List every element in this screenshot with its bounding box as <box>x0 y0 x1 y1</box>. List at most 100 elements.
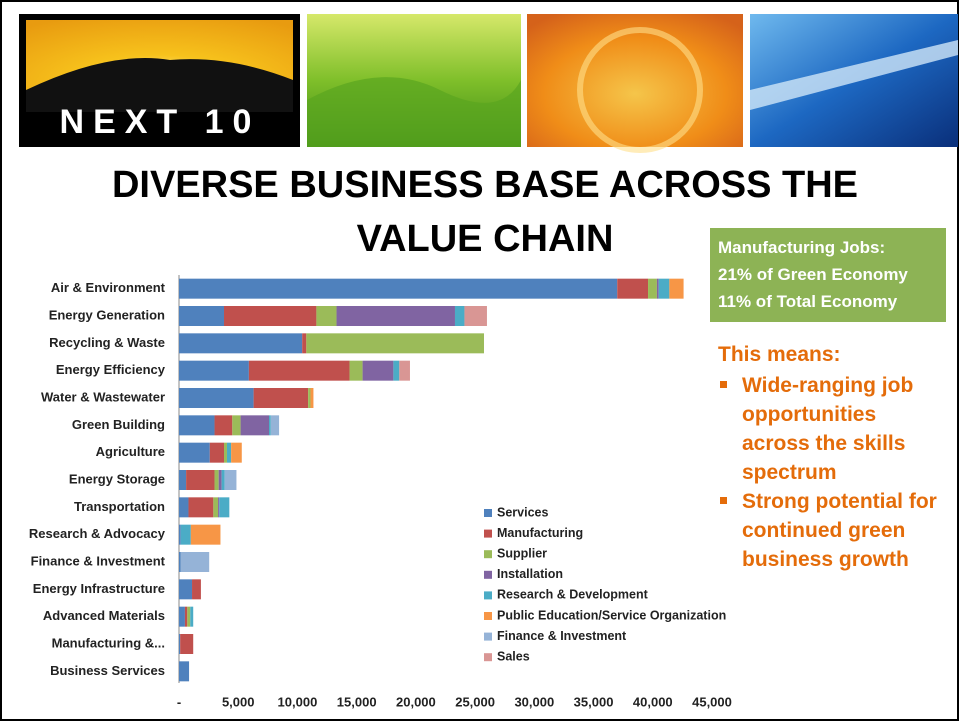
means-heading: This means: <box>718 343 841 366</box>
bar-segment <box>306 333 484 354</box>
legend-swatch <box>484 570 492 579</box>
legend-label: Manufacturing <box>497 526 583 540</box>
x-tick-label: 15,000 <box>337 694 377 709</box>
bar-segment <box>336 306 455 326</box>
y-tick-label: Finance & Investment <box>31 553 166 568</box>
legend-label: Supplier <box>497 546 547 560</box>
bar-segment <box>224 470 237 490</box>
y-tick-label: Agriculture <box>96 444 165 459</box>
bar-segment <box>656 278 659 299</box>
slide-title: DIVERSE BUSINESS BASE ACROSS THE VALUE C… <box>111 164 859 260</box>
y-tick-label: Green Building <box>72 417 165 432</box>
bar-segment <box>179 360 249 381</box>
bar-segment <box>669 278 684 299</box>
bar-segment <box>214 415 233 436</box>
callout-box: Manufacturing Jobs: 21% of Green Economy… <box>710 228 946 322</box>
bar-segment <box>399 360 410 381</box>
bar-segment <box>464 306 487 326</box>
x-tick-label: 25,000 <box>455 694 495 709</box>
y-tick-label: Energy Generation <box>49 307 165 322</box>
bar-segment <box>226 442 232 463</box>
bar-segment <box>232 415 241 436</box>
logo-hill <box>26 58 293 112</box>
bar-segment <box>658 278 670 299</box>
y-tick-label: Transportation <box>74 499 165 514</box>
bar-segment <box>179 579 193 600</box>
x-tick-label: 30,000 <box>514 694 554 709</box>
logo-text: NEXT 10 <box>60 103 261 141</box>
bar-segment <box>349 360 363 381</box>
bar-segment <box>179 497 189 518</box>
bar-segment <box>179 470 187 490</box>
legend-swatch <box>484 632 492 641</box>
legend-label: Sales <box>497 649 530 663</box>
legend-swatch <box>484 529 492 538</box>
bar-segment <box>231 442 242 463</box>
y-tick-label: Advanced Materials <box>43 608 165 623</box>
bar-segment <box>214 470 219 490</box>
bullet: Wide-ranging job opportunities across th… <box>720 371 942 487</box>
bar-segment <box>179 306 225 326</box>
bar-segment <box>253 388 309 408</box>
bar-segment <box>190 606 194 627</box>
x-tick-label: 45,000 <box>692 694 732 709</box>
bar-segment <box>190 524 221 545</box>
legend-label: Services <box>497 505 548 519</box>
bar-segment <box>248 360 350 381</box>
legend-swatch <box>484 653 492 662</box>
bar-segment <box>224 442 227 463</box>
bar-segment <box>362 360 394 381</box>
bullet: Strong potential for continued green bus… <box>720 487 942 574</box>
bar-segment <box>270 415 280 436</box>
bar-segment <box>308 388 311 408</box>
bar-segment <box>180 524 191 545</box>
y-tick-label: Recycling & Waste <box>49 335 165 350</box>
seal-image <box>527 14 743 147</box>
bar-segment <box>180 634 194 654</box>
x-tick-label: 5,000 <box>222 694 255 709</box>
y-tick-label: Research & Advocacy <box>29 526 166 541</box>
bar-segment <box>302 333 307 354</box>
bar-segment <box>179 278 618 299</box>
x-tick-label: - <box>177 694 181 709</box>
legend-swatch <box>484 612 492 620</box>
bar-segment <box>186 470 215 490</box>
bar-segment <box>184 606 188 627</box>
bar-segment <box>221 470 225 490</box>
bar-segment <box>269 415 271 436</box>
bar-segment <box>219 497 230 518</box>
bar-segment <box>209 442 225 463</box>
callout-line: 11% of Total Economy <box>718 292 898 311</box>
legend-swatch <box>484 509 492 517</box>
hills-shape <box>307 77 521 147</box>
bar-segment <box>179 442 210 463</box>
bar-segment <box>218 470 222 490</box>
x-tick-label: 40,000 <box>633 694 673 709</box>
bar-segment <box>393 360 400 381</box>
bar-segment <box>179 634 181 654</box>
means-block: This means: Wide-ranging job opportuniti… <box>718 340 953 574</box>
legend-swatch <box>484 591 492 600</box>
y-tick-label: Business Services <box>50 663 165 678</box>
x-tick-label: 35,000 <box>574 694 614 709</box>
y-tick-label: Energy Storage <box>69 471 165 486</box>
y-tick-label: Manufacturing &... <box>52 635 165 650</box>
bar-segment <box>316 306 337 326</box>
callout-line: 21% of Green Economy <box>718 265 908 284</box>
bar-segment <box>224 306 317 326</box>
bar-segment <box>310 388 314 408</box>
bullet-list: Wide-ranging job opportunities across th… <box>718 371 953 574</box>
bar-segment <box>454 306 465 326</box>
bar-segment <box>240 415 270 436</box>
bar-segment <box>179 524 181 545</box>
bar-segment <box>188 497 214 518</box>
y-tick-label: Water & Wastewater <box>41 389 165 404</box>
legend-label: Installation <box>497 567 563 581</box>
bar-segment <box>187 606 191 627</box>
x-tick-label: 10,000 <box>278 694 318 709</box>
bar-segment <box>648 278 657 299</box>
legend-swatch <box>484 550 492 559</box>
